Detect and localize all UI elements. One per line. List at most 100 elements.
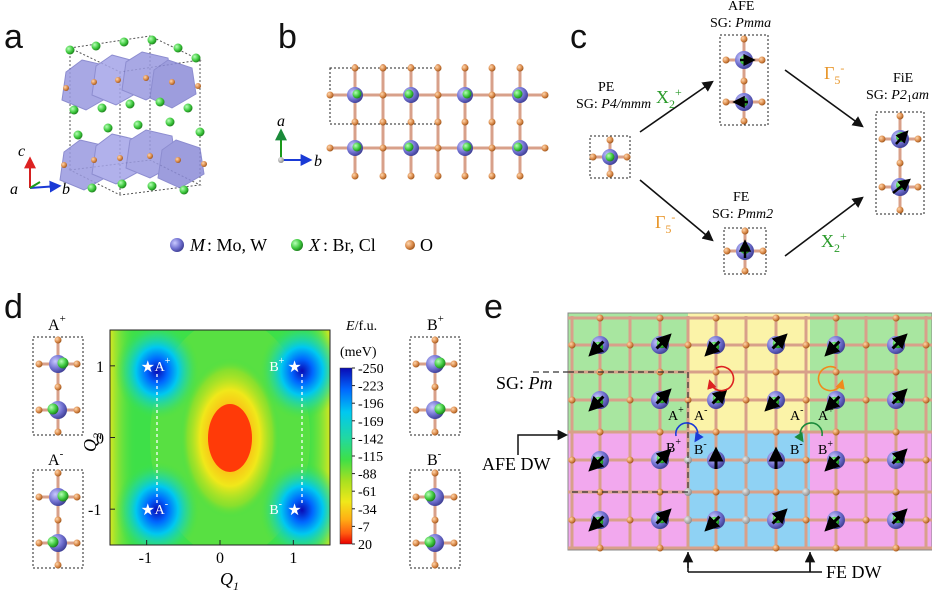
colorbar-tick-label: -34 <box>358 503 377 518</box>
axis-c-label: c <box>18 143 25 160</box>
o-atom <box>450 539 458 547</box>
o-atom <box>922 516 930 524</box>
b-minus-label: B- <box>427 448 442 469</box>
x-atom <box>352 142 362 152</box>
o-atom <box>656 428 664 436</box>
x-atom <box>462 89 472 99</box>
fe-structure <box>723 227 767 275</box>
o-atom <box>412 539 420 547</box>
o-atom <box>742 341 750 349</box>
o-atom <box>892 428 900 436</box>
x-atom <box>513 89 523 99</box>
legend-x-label: X <box>308 235 321 255</box>
o-atom <box>596 488 604 496</box>
domain-label: A+ <box>818 405 834 424</box>
xtick-label: -1 <box>139 550 152 567</box>
o-atom <box>35 539 43 547</box>
x-atom <box>47 403 59 415</box>
panel-label-e: e <box>484 288 503 326</box>
colorbar-tick-label: -250 <box>358 362 384 377</box>
o-atom <box>862 341 870 349</box>
minimum-star-2: ★ <box>141 502 155 519</box>
colorbar-tick-label: -142 <box>358 432 384 447</box>
o-atom <box>434 144 442 152</box>
colorbar-tick-label: -115 <box>358 450 383 465</box>
x-atom <box>47 536 59 548</box>
axis-b-label-b: b <box>314 153 322 170</box>
colorbar-tick-label: -223 <box>358 380 384 395</box>
o-atom <box>712 314 720 322</box>
panel-label-a: a <box>4 18 23 56</box>
o-atom <box>434 91 442 99</box>
o-atom <box>802 396 810 404</box>
pe-structure <box>589 135 631 179</box>
x-atom <box>57 490 69 502</box>
xtick-label: 1 <box>289 550 297 567</box>
o-atom <box>892 544 900 552</box>
o-atom <box>832 544 840 552</box>
x-atom <box>434 357 446 369</box>
rotation-arrow-blue <box>675 422 704 443</box>
panel-b-lattice: a b <box>275 64 549 180</box>
x-atom <box>352 89 362 99</box>
colorbar <box>339 367 353 545</box>
afe-name: AFE <box>728 0 754 14</box>
panel-label-d: d <box>4 288 23 326</box>
m-atom-icon <box>170 238 184 252</box>
o-atom-icon <box>405 240 415 250</box>
panel-d: A+ A- B+ B- ★ A+ ★B+★ A- ★B- -1 0 110-1 Q1 Q2 … <box>32 313 461 592</box>
o-atom <box>73 406 81 414</box>
atom-legend: M : Mo, W X : Br, Cl O <box>170 235 433 255</box>
o-atom <box>832 428 840 436</box>
o-atom <box>922 341 930 349</box>
panel-c-phases: PE SG: P4/mmm AFE SG: Pmma FE SG: Pmm2 F… <box>576 0 929 275</box>
sg-pm-label: SG: Pm <box>496 373 553 393</box>
o-atom <box>862 456 870 464</box>
o-atom <box>450 493 458 501</box>
o-atom <box>431 336 439 344</box>
o-atom <box>351 118 359 126</box>
o-atom <box>712 428 720 436</box>
o-atom <box>351 172 359 180</box>
o-atom <box>684 396 692 404</box>
ytick-label: 1 <box>96 359 104 376</box>
o-atom <box>431 428 439 436</box>
minimum-label-2: A- <box>155 499 168 518</box>
rotation-arrow-red <box>707 365 735 392</box>
colorbar-tick-label: -88 <box>358 468 377 483</box>
fe-sg: SG: Pmm2 <box>712 207 773 222</box>
minimum-star-0: ★ <box>141 359 155 376</box>
x-atom <box>462 142 472 152</box>
o-atom <box>772 488 780 496</box>
o-atom <box>832 488 840 496</box>
legend-m-text: : Mo, W <box>207 235 267 255</box>
gray-atom <box>802 488 810 496</box>
o-atom <box>434 172 442 180</box>
o-atom <box>488 144 496 152</box>
panel-label-b: b <box>278 18 297 56</box>
o-atom <box>656 314 664 322</box>
minimum-label-0: A+ <box>155 356 171 375</box>
minimum-star-3: ★ <box>287 502 301 519</box>
o-atom <box>772 544 780 552</box>
afe-sg: SG: Pmma <box>710 16 771 31</box>
o-atom <box>326 91 334 99</box>
ytick-label: 0 <box>96 431 104 448</box>
o-atom <box>379 91 387 99</box>
fie-sg: SG: P21am <box>866 88 929 105</box>
x-atom <box>404 89 414 99</box>
o-atom <box>568 456 576 464</box>
o-atom <box>351 64 359 72</box>
o-atom <box>516 64 524 72</box>
o-atom <box>488 64 496 72</box>
axis-b-label: b <box>62 181 70 198</box>
legend-m-label: M <box>189 235 206 255</box>
axis-a-label: a <box>10 181 18 198</box>
energy-heatmap <box>110 330 330 545</box>
x-atom <box>434 403 446 415</box>
panel-a-structure: c a b <box>10 35 207 198</box>
o-atom <box>54 336 62 344</box>
o-atom <box>434 64 442 72</box>
gray-atom <box>742 516 750 524</box>
